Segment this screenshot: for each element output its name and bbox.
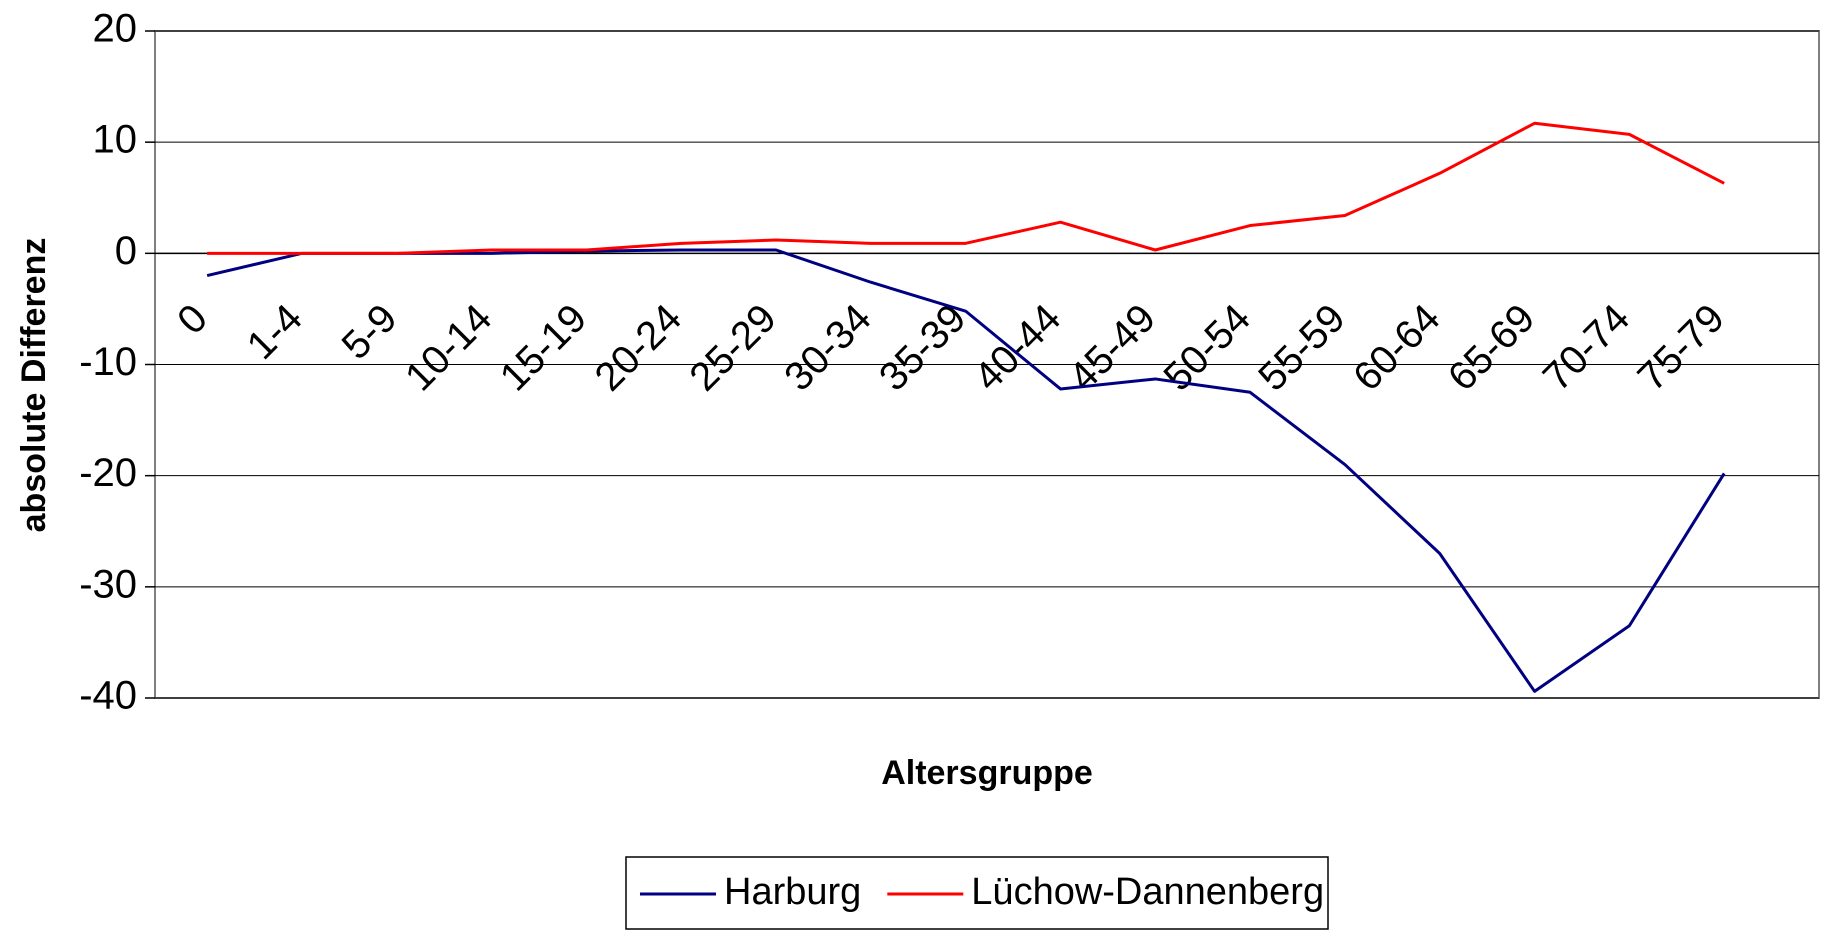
y-tick-label: -10 <box>79 340 137 384</box>
data-line <box>206 248 1726 693</box>
y-tick-label: -40 <box>79 674 137 718</box>
y-tick-label: -30 <box>79 562 137 606</box>
y-tick-label: -20 <box>79 451 137 495</box>
legend-box <box>625 856 1329 930</box>
legend-label: Harburg <box>724 871 861 913</box>
y-tick-label: 10 <box>93 118 138 162</box>
y-tick-label: 0 <box>115 229 137 273</box>
data-line <box>207 121 1725 255</box>
y-axis-title: absolute Differenz <box>15 238 53 533</box>
legend-label: Lüchow-Dannenberg <box>971 871 1324 913</box>
y-tick-label: 20 <box>93 7 138 51</box>
x-axis-title: Altersgruppe <box>881 754 1093 792</box>
